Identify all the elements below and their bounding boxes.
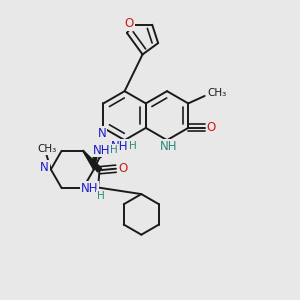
Text: NH: NH [81, 182, 98, 195]
Text: NH: NH [111, 140, 128, 153]
Text: O: O [125, 17, 134, 30]
Text: NH: NH [93, 143, 110, 157]
Polygon shape [83, 151, 102, 172]
Text: NH: NH [160, 140, 177, 153]
Text: O: O [207, 122, 216, 134]
Text: CH₃: CH₃ [38, 144, 57, 154]
Text: N: N [40, 161, 49, 174]
Text: O: O [118, 162, 127, 175]
Text: N: N [98, 127, 106, 140]
Text: H: H [129, 141, 137, 151]
Text: CH₃: CH₃ [208, 88, 227, 98]
Polygon shape [93, 153, 98, 169]
Text: H: H [97, 191, 105, 201]
Text: H: H [110, 145, 118, 155]
